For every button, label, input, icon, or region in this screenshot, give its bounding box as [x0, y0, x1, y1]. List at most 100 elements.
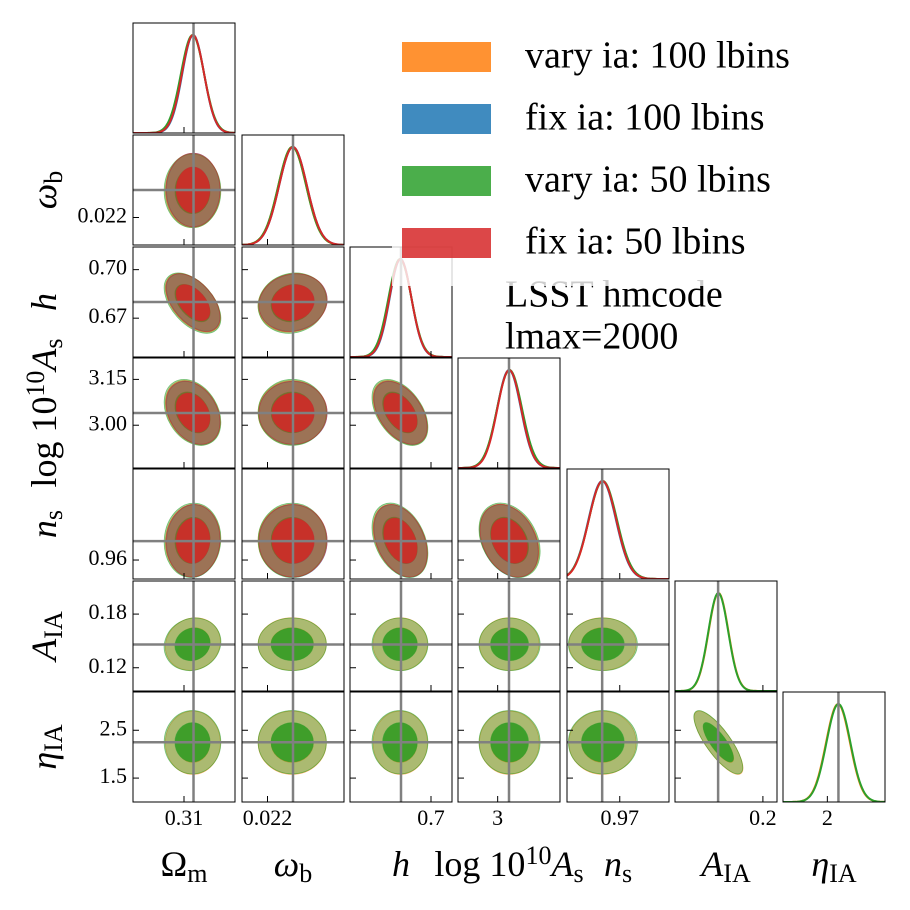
y-axis-label: AIA — [24, 611, 68, 663]
label-part: A — [699, 844, 724, 884]
panel — [566, 580, 670, 692]
panel — [566, 691, 670, 803]
panel — [132, 134, 236, 246]
panel-frame — [132, 691, 236, 803]
panel-frame — [132, 22, 236, 134]
panel-frame — [241, 357, 345, 469]
panel-frame — [241, 246, 345, 358]
panel-content — [350, 692, 452, 802]
panel-frame — [241, 691, 345, 803]
panel-content — [242, 692, 344, 802]
panel-content — [458, 692, 560, 802]
panel-content — [133, 23, 235, 133]
panel — [132, 580, 236, 692]
panel — [241, 580, 345, 692]
legend-label: vary ia: 100 lbins — [525, 35, 790, 77]
label-part: IA — [39, 611, 68, 639]
label-part: s — [573, 859, 583, 888]
y-axis-label: ns — [24, 510, 68, 538]
y-axis-label: log 1010As — [21, 338, 68, 487]
panel-frame — [782, 691, 886, 803]
marginal-curve — [783, 702, 885, 802]
legend-label: fix ia: 100 lbins — [525, 97, 765, 139]
marginal-curve — [133, 33, 235, 133]
panel-frame — [349, 580, 453, 692]
label-part: h — [24, 293, 64, 311]
y-axis-label: h — [24, 293, 64, 311]
label-part: s — [39, 510, 68, 520]
y-tick-label: 3.15 — [89, 364, 128, 389]
marginal-curve — [133, 33, 235, 133]
legend-swatch — [402, 166, 491, 196]
panel — [349, 691, 453, 803]
label-part: A — [549, 844, 574, 884]
label-part: b — [299, 859, 312, 888]
panel-content — [242, 469, 344, 579]
label-part: log 10 — [24, 397, 64, 488]
marginal-curve — [567, 479, 669, 579]
panel — [132, 468, 236, 580]
label-part: IA — [723, 859, 751, 888]
panel-frame — [457, 357, 561, 469]
panel-frame — [457, 580, 561, 692]
y-axis-label: ωb — [24, 171, 68, 209]
panel-frame — [349, 468, 453, 580]
panel-content — [133, 469, 235, 579]
panel-content — [458, 469, 560, 579]
panel — [241, 134, 345, 246]
x-tick-label: 0.31 — [165, 805, 204, 830]
panel — [674, 691, 778, 803]
panel — [349, 468, 453, 580]
panel-content — [458, 358, 560, 468]
marginal-curve — [133, 34, 235, 133]
panel-content — [242, 135, 344, 245]
panel-frame — [674, 580, 778, 692]
panel-frame — [566, 580, 670, 692]
x-axis-label: AIA — [699, 844, 751, 888]
y-tick-label: 0.67 — [89, 303, 128, 328]
panel-content — [133, 247, 235, 357]
y-tick-label: 0.18 — [89, 599, 128, 624]
marginal-curve — [783, 703, 885, 802]
legend-swatch — [402, 228, 491, 258]
panel-content — [350, 358, 452, 468]
panel-content — [133, 692, 235, 802]
x-tick-label: 0.022 — [243, 805, 293, 830]
x-tick-label: 0.2 — [749, 805, 777, 830]
label-part: h — [392, 844, 410, 884]
panel — [132, 22, 236, 134]
x-axis-label: ωb — [274, 844, 312, 888]
x-axis-label: ns — [604, 844, 632, 888]
x-tick-label: 0.7 — [417, 805, 445, 830]
legend-label: vary ia: 50 lbins — [525, 159, 771, 201]
panel-frame — [132, 468, 236, 580]
y-axis-label: ηIA — [24, 724, 68, 770]
label-part: log 10 — [434, 844, 525, 884]
panel-content — [567, 469, 669, 579]
y-tick-label: 2.5 — [100, 715, 128, 740]
y-tick-label: 0.96 — [89, 545, 128, 570]
panel-content — [675, 692, 777, 802]
label-part: IA — [829, 859, 857, 888]
panel — [457, 468, 561, 580]
panel-content — [458, 581, 560, 691]
label-part: ω — [274, 844, 299, 884]
panel-content — [133, 358, 235, 468]
panel-frame — [132, 134, 236, 246]
label-part: n — [604, 844, 622, 884]
panel — [457, 357, 561, 469]
marginal-curve — [675, 591, 777, 691]
label-part: 10 — [21, 371, 50, 397]
panel — [349, 357, 453, 469]
x-axis-label: h — [392, 844, 410, 884]
label-part: s — [622, 859, 632, 888]
panel-content — [242, 358, 344, 468]
label-part: s — [39, 338, 68, 348]
x-tick-label: 0.97 — [601, 805, 640, 830]
y-tick-label: 0.70 — [89, 255, 128, 280]
label-part: η — [24, 752, 64, 770]
label-part: A — [24, 638, 64, 663]
panel — [241, 468, 345, 580]
panel — [349, 580, 453, 692]
